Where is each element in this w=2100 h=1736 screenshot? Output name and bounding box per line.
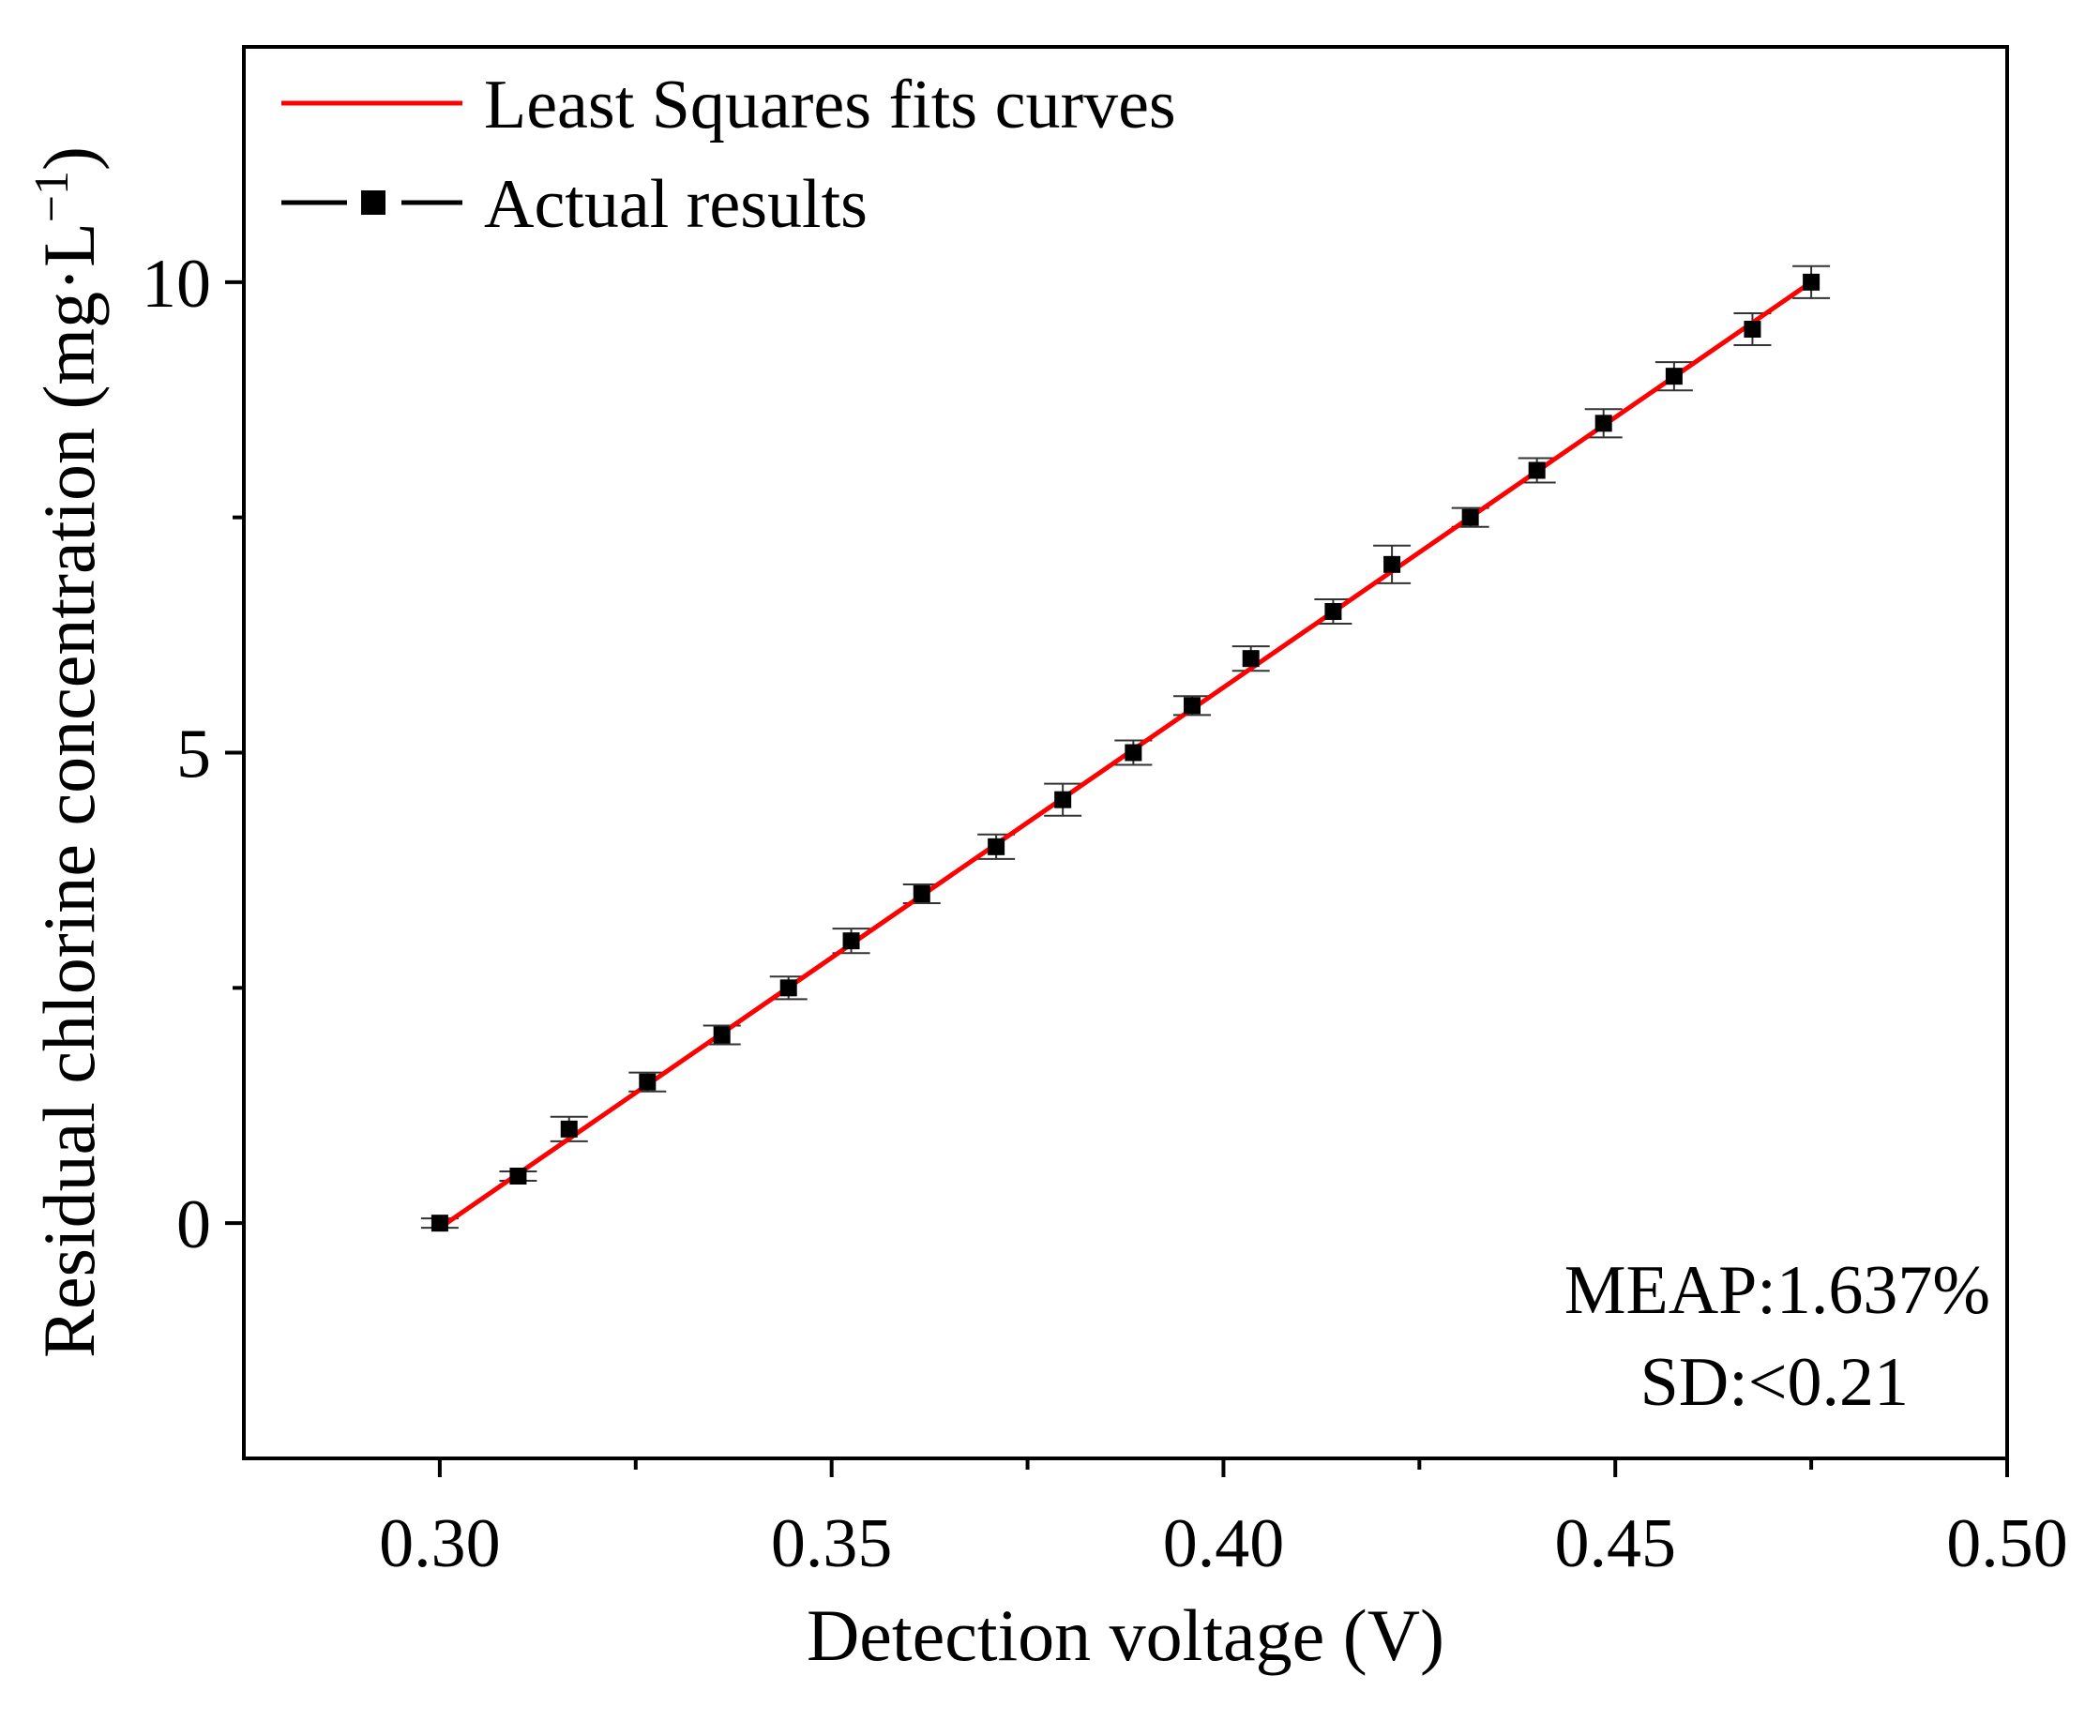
- x-axis-title: Detection voltage (V): [807, 1594, 1444, 1676]
- data-point: [1383, 555, 1401, 573]
- data-point: [842, 932, 860, 950]
- sd-annotation: SD:<0.21: [1640, 1344, 1909, 1421]
- data-point: [913, 885, 930, 902]
- legend-actual-marker: [361, 190, 385, 215]
- x-tick-label: 0.30: [379, 1505, 501, 1582]
- data-point: [509, 1168, 527, 1185]
- data-point: [431, 1215, 448, 1232]
- y-axis-title-main: Residual chlorine concentration (mg·L: [28, 222, 110, 1358]
- data-point: [1803, 273, 1821, 291]
- data-point: [1184, 697, 1201, 715]
- x-tick-label: 0.50: [1946, 1505, 2068, 1582]
- legend: Least Squares fits curves Actual results: [281, 67, 1176, 243]
- data-point: [1324, 603, 1342, 620]
- data-point: [1054, 791, 1072, 808]
- y-axis-title-close: ): [28, 146, 110, 171]
- data-point: [1461, 508, 1479, 526]
- data-point: [1242, 650, 1260, 668]
- data-point: [779, 979, 797, 997]
- legend-actual-label: Actual results: [484, 166, 868, 243]
- data-point: [988, 838, 1005, 855]
- meap-annotation: MEAP:1.637%: [1564, 1252, 1990, 1329]
- data-point: [1125, 744, 1142, 762]
- data-point: [1528, 461, 1546, 479]
- data-point: [1744, 321, 1761, 338]
- data-point: [713, 1026, 731, 1044]
- data-point: [639, 1073, 657, 1091]
- legend-fit-label: Least Squares fits curves: [484, 67, 1176, 143]
- data-point: [1665, 368, 1683, 385]
- x-tick-label: 0.45: [1554, 1505, 1676, 1582]
- y-axis-title-superscript: −1: [25, 171, 79, 222]
- y-axis-title: Residual chlorine concentration (mg·L−1): [25, 146, 110, 1358]
- x-axis-ticks: 0.30 0.35 0.40 0.45 0.50: [379, 1458, 2068, 1582]
- y-tick-label: 10: [142, 246, 211, 323]
- x-tick-label: 0.35: [771, 1505, 893, 1582]
- data-point: [560, 1120, 578, 1138]
- data-point: [1594, 415, 1612, 432]
- data-markers: [431, 273, 1821, 1232]
- y-tick-label: 0: [176, 1186, 211, 1263]
- y-tick-label: 5: [176, 717, 211, 793]
- y-axis-ticks: 0 5 10: [142, 246, 244, 1263]
- x-tick-label: 0.40: [1163, 1505, 1285, 1582]
